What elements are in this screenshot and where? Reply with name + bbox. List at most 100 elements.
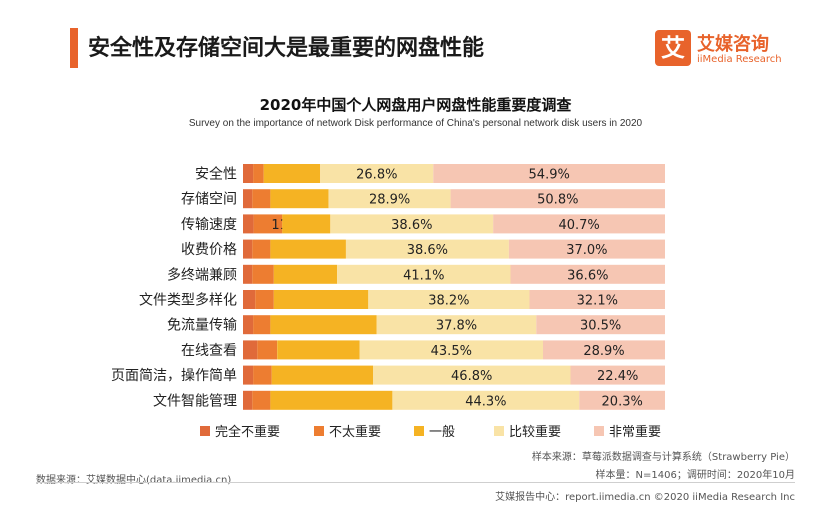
footer-divider (36, 482, 795, 483)
sample-source: 样本来源：草莓派数据调查与计算系统（Strawberry Pie） (531, 452, 795, 463)
data-label: 38.6% (407, 243, 448, 258)
data-label: 37.0% (566, 243, 607, 258)
bar-segment (252, 239, 271, 259)
legend-item: 不太重要 (314, 421, 381, 440)
bar-segment (243, 340, 258, 360)
data-label: 41.1% (403, 268, 444, 283)
bar-segment (328, 189, 451, 209)
category-label: 在线查看 (181, 343, 237, 359)
bar-segment (270, 239, 346, 259)
data-source: 数据来源：艾媒数据中心(data.iimedia.cn) (36, 475, 232, 486)
bar-segment (373, 365, 571, 385)
bar-segment (243, 390, 253, 410)
legend-label: 不太重要 (329, 425, 382, 440)
bar-segment (433, 164, 665, 183)
data-label: 40.7% (558, 218, 599, 233)
data-label: 54.9% (529, 168, 570, 183)
legend-label: 比较重要 (509, 425, 562, 440)
bar-segment (271, 365, 373, 385)
bar-segment (508, 239, 665, 259)
bar-segment (253, 214, 283, 234)
bar-segment (510, 264, 665, 284)
data-label: 38.2% (428, 294, 469, 309)
category-label: 安全性 (195, 166, 237, 183)
bar-segment (359, 340, 544, 360)
data-label: 38.6% (391, 218, 432, 233)
bar-segment (270, 390, 393, 410)
data-label: 30.5% (580, 319, 621, 334)
data-label: 36.6% (567, 268, 608, 283)
bar-segment (243, 164, 254, 183)
bar-segment (263, 164, 321, 183)
bar-segment (243, 214, 254, 234)
legend-swatch (594, 425, 604, 436)
logo-name-en: iiMedia Research (697, 54, 782, 65)
category-label: 免流量传输 (167, 318, 237, 334)
bar-segment (253, 164, 264, 183)
page-title: 安全性及存储空间大是最重要的网盘性能 (88, 36, 485, 61)
data-label: 32.1% (577, 294, 618, 309)
legend-swatch (414, 425, 424, 436)
category-label: 页面简洁，操作简单 (111, 367, 237, 384)
bar-segment (243, 290, 256, 309)
data-label: 50.8% (537, 193, 578, 208)
bar-segment (579, 390, 665, 410)
category-label: 文件智能管理 (153, 393, 237, 409)
bar-segment (270, 189, 329, 209)
data-label: 26.8% (356, 168, 397, 183)
bar-segment (273, 264, 338, 284)
bar-segment (320, 164, 434, 183)
bar-segment (252, 264, 274, 284)
bar-segment (330, 214, 494, 234)
bar-segment (253, 365, 272, 385)
legend-swatch (494, 425, 504, 436)
bar-segment (277, 340, 360, 360)
bar-segment (543, 340, 665, 360)
data-label: 46.8% (451, 369, 492, 384)
chart-subtitle: Survey on the importance of network Disk… (188, 118, 643, 129)
bar-segment (570, 365, 665, 385)
bar-segment (376, 315, 537, 335)
bar-segment (257, 340, 278, 360)
bar-segment (337, 264, 511, 284)
bar-segment (243, 315, 254, 335)
data-label: 44.3% (465, 394, 506, 409)
category-label: 文件类型多样化 (139, 292, 237, 309)
legend-swatch (200, 425, 210, 436)
legend-label: 一般 (429, 425, 456, 440)
bar-segment (450, 189, 665, 209)
bar-segment (273, 290, 369, 309)
bar-segment (536, 315, 665, 335)
bar-segment (243, 365, 254, 385)
data-label: 43.5% (431, 344, 472, 359)
chart-title: 2020年中国个人网盘用户网盘性能重要度调查 (259, 96, 572, 114)
bar-segment (255, 290, 274, 309)
bar-segment (253, 315, 271, 335)
bar-segment (252, 189, 271, 209)
bar-segment (392, 390, 580, 410)
bar-segment (243, 239, 253, 259)
legend-item: 非常重要 (594, 421, 661, 440)
logo-badge: 艾 (655, 30, 691, 66)
data-label: 37.8% (436, 319, 477, 334)
bar-segment (282, 214, 331, 234)
bar-segment (243, 189, 253, 209)
bar-segment (368, 290, 530, 309)
bar-segment (243, 264, 253, 284)
title-accent-bar (70, 28, 78, 68)
legend-item: 一般 (414, 421, 455, 440)
logo-name-cn: 艾媒咨询 (697, 34, 769, 55)
iimedia-logo: 艾 艾媒咨询 iiMedia Research (655, 30, 795, 74)
category-label: 收费价格 (181, 242, 237, 258)
legend-swatch (314, 425, 324, 436)
category-label: 传输速度 (181, 217, 237, 233)
legend-item: 比较重要 (494, 421, 561, 440)
data-label: 28.9% (583, 344, 624, 359)
bar-segment (270, 315, 377, 335)
bar-segment (252, 390, 271, 410)
data-label: 20.3% (602, 394, 643, 409)
category-label: 多终端兼顾 (167, 266, 237, 283)
data-label: 22.4% (597, 369, 638, 384)
bar-segment (493, 214, 665, 234)
